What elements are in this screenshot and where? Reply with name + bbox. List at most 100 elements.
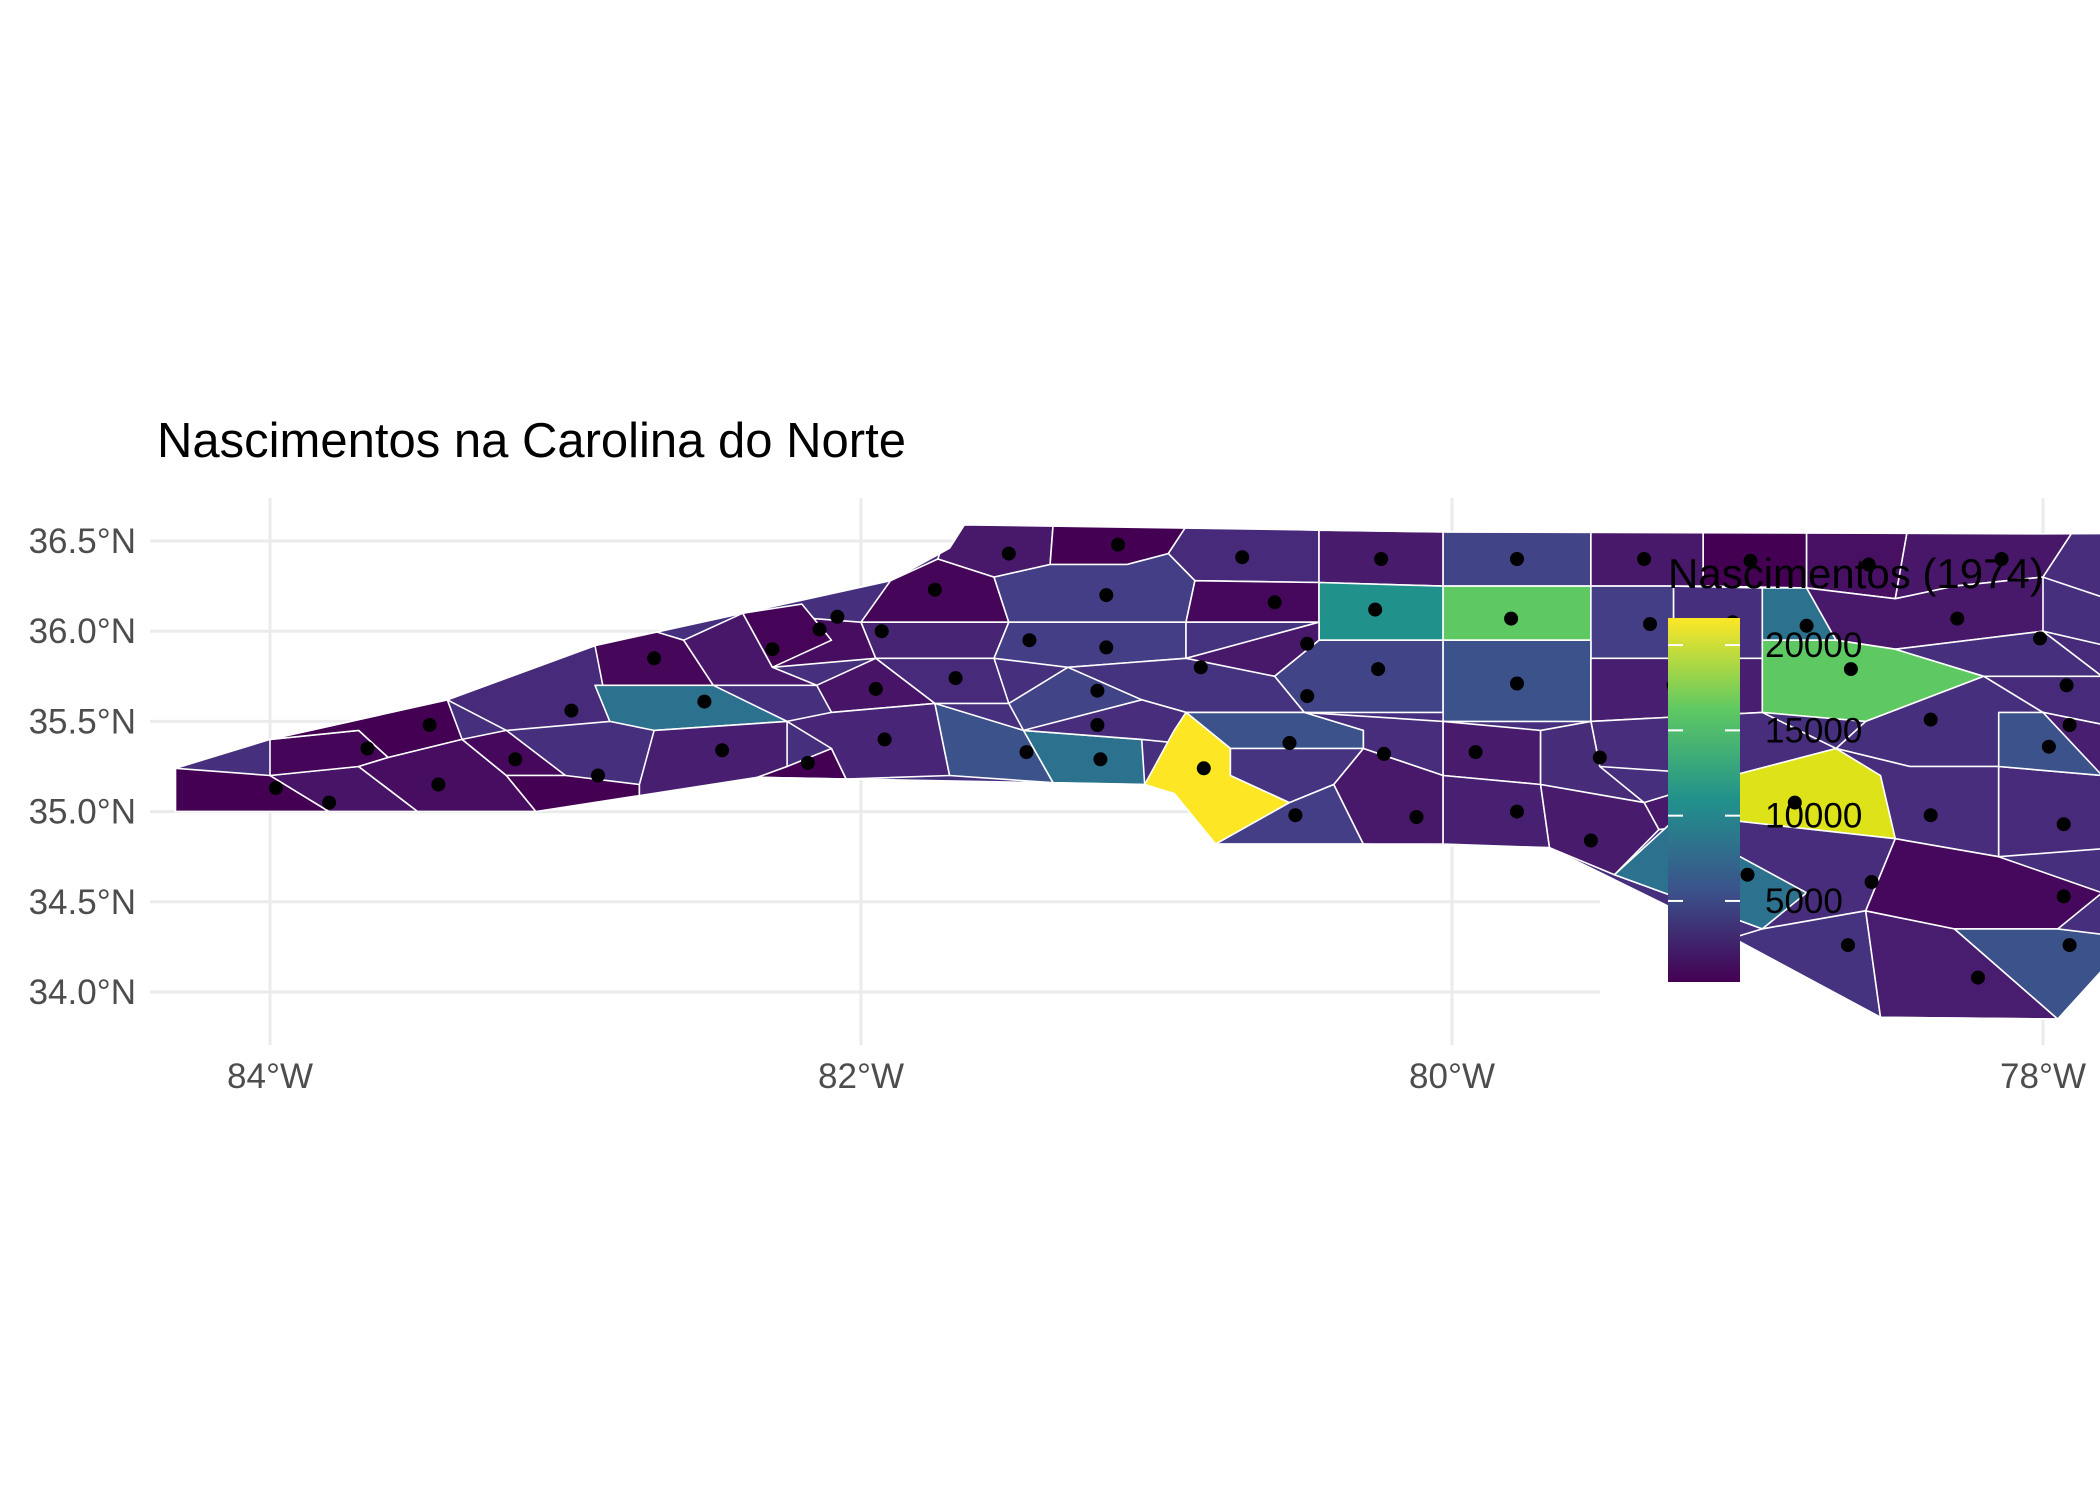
x-tick-label: 84°W <box>227 1057 313 1096</box>
county-centroid-point <box>1193 660 1208 675</box>
legend-tick-label: 15000 <box>1765 711 1862 750</box>
county-polygon <box>1983 675 2100 732</box>
county-centroid-point <box>360 741 375 756</box>
county-centroid-point <box>1583 833 1598 848</box>
county-centroid-point <box>812 622 827 637</box>
x-axis: 84°W82°W80°W78°W76°W <box>227 1057 2086 1096</box>
county-centroid-point <box>1099 640 1114 655</box>
legend-tick-label: 20000 <box>1765 626 1862 665</box>
county-centroid-point <box>1843 662 1858 677</box>
county-centroid-point <box>1643 617 1657 631</box>
county-centroid-point <box>868 681 883 696</box>
county-centroid-point <box>1409 810 1424 824</box>
county-centroid-point <box>2056 889 2071 904</box>
y-tick-label: 34.0°N <box>29 973 136 1012</box>
x-tick-label: 78°W <box>2000 1057 2086 1096</box>
county-centroid-point <box>1861 557 1876 572</box>
county-centroid-point <box>1841 938 1855 953</box>
county-centroid-point <box>1111 537 1126 552</box>
county-polygon <box>1442 720 1542 786</box>
county-centroid-point <box>1374 552 1389 566</box>
y-tick-label: 36.5°N <box>29 522 136 561</box>
county-centroid-point <box>1090 683 1105 698</box>
y-tick-label: 35.0°N <box>29 793 136 832</box>
county-centroid-point <box>2062 718 2077 732</box>
county-centroid-point <box>2033 631 2047 646</box>
county-centroid-point <box>431 777 446 792</box>
county-centroid-point <box>765 642 780 657</box>
county-centroid-point <box>1288 808 1303 823</box>
county-polygon <box>1590 585 1675 660</box>
county-centroid-point <box>1971 970 1985 985</box>
county-centroid-point <box>948 671 963 686</box>
y-tick-label: 35.5°N <box>29 702 136 741</box>
county-centroid-point <box>1300 636 1315 651</box>
county-centroid-point <box>1504 611 1519 626</box>
county-polygon <box>1442 585 1592 642</box>
county-polygon <box>741 603 833 669</box>
county-polygon <box>1953 928 2100 1020</box>
legend-tick-label: 5000 <box>1765 882 1843 921</box>
y-tick-label: 34.5°N <box>29 883 136 922</box>
county-centroid-point <box>1001 546 1016 561</box>
legend-tick-label: 10000 <box>1765 797 1862 836</box>
county-centroid-point <box>1196 761 1211 776</box>
county-centroid-point <box>1923 712 1938 727</box>
county-centroid-point <box>591 768 605 783</box>
county-centroid-point <box>1950 611 1965 626</box>
county-centroid-point <box>1282 736 1297 750</box>
county-centroid-point <box>2059 678 2074 693</box>
county-centroid-point <box>1787 795 1802 810</box>
county-centroid-point <box>1019 745 1034 760</box>
county-centroid-point <box>564 703 579 718</box>
x-tick-label: 82°W <box>818 1057 904 1096</box>
county-centroid-point <box>322 795 337 810</box>
county-centroid-point <box>1267 595 1282 610</box>
county-centroid-point <box>2056 817 2071 832</box>
county-centroid-point <box>874 624 889 639</box>
county-centroid-point <box>1235 550 1250 565</box>
county-centroid-point <box>1510 804 1524 819</box>
county-centroid-point <box>508 752 523 767</box>
county-centroid-point <box>268 781 283 796</box>
y-tick-label: 36.0°N <box>29 612 136 651</box>
county-polygon <box>1442 774 1551 849</box>
county-centroid-point <box>1923 808 1938 823</box>
county-centroid-point <box>1022 633 1037 648</box>
county-centroid-point <box>697 694 712 709</box>
county-centroid-point <box>1740 867 1755 882</box>
county-centroid-point <box>647 651 662 666</box>
county-centroid-point <box>1300 689 1315 704</box>
county-centroid-point <box>1090 718 1105 732</box>
y-axis: 36.5°N 36.0°N 35.5°N 35.0°N 34.5°N 34.0°N <box>29 522 136 1012</box>
county-centroid-point <box>1994 552 2009 566</box>
county-centroid-point <box>1510 552 1524 566</box>
county-centroid-point <box>1637 552 1652 566</box>
county-centroid-point <box>1093 752 1108 767</box>
county-polygon <box>1894 630 2100 678</box>
x-tick-label: 80°W <box>1409 1057 1495 1096</box>
county-polygon <box>1997 765 2100 858</box>
county-centroid-point <box>422 718 437 732</box>
legend-colorbar <box>1668 618 1740 982</box>
legend: Nascimentos (1974) 20000 15000 10000 5000 <box>1668 550 2044 982</box>
legend-ticks: 20000 15000 10000 5000 <box>1668 626 1862 921</box>
county-polygon <box>2042 630 2100 687</box>
county-polygon <box>2042 531 2100 618</box>
county-centroid-point <box>1592 750 1607 765</box>
county-centroid-point <box>1743 553 1758 568</box>
chart-title: Nascimentos na Carolina do Norte <box>157 414 906 468</box>
county-centroid-point <box>2062 938 2077 953</box>
county-centroid-point <box>1799 618 1814 633</box>
county-polygon <box>682 612 818 687</box>
county-centroid-point <box>877 732 892 747</box>
centroids <box>268 537 2077 985</box>
state-border <box>174 523 2100 1020</box>
county-centroid-point <box>1099 588 1114 603</box>
county-centroid-point <box>927 582 942 597</box>
county-polygon <box>1273 639 1444 714</box>
county-polygon <box>1539 783 1660 876</box>
county-centroid-point <box>1368 602 1383 617</box>
